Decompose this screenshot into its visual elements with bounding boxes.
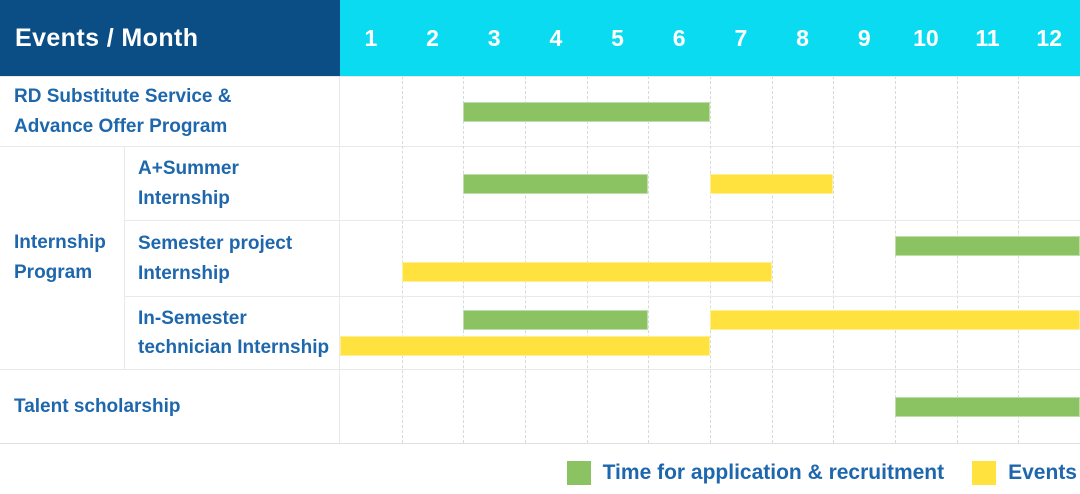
group-label: Internship Program <box>0 147 125 369</box>
row-chart-area <box>340 221 1080 296</box>
row-label: Semester project Internship <box>125 221 340 296</box>
month-label: 12 <box>1036 24 1063 51</box>
yellow-bar <box>710 310 1080 330</box>
header-row: Events / Month 1 2 3 4 5 6 7 8 9 10 11 12 <box>0 0 1080 76</box>
row-chart-area <box>340 370 1080 443</box>
month-label: 1 <box>364 24 378 51</box>
month-label: 5 <box>611 24 624 51</box>
row-label: A+Summer Internship <box>125 147 340 220</box>
green-swatch <box>566 461 591 485</box>
green-bar <box>895 235 1080 256</box>
group-subrows: A+Summer Internship Semester project Inte… <box>125 147 1080 369</box>
gantt-row: In-Semester technician Internship <box>125 296 1080 369</box>
month-label: 6 <box>672 24 686 51</box>
green-bar <box>463 310 649 330</box>
gantt-row: Talent scholarship <box>0 369 1080 443</box>
rows-container: RD Substitute Service & Advance Offer Pr… <box>0 76 1080 443</box>
yellow-bar <box>340 336 710 356</box>
month-label: 4 <box>549 24 563 51</box>
row-chart-area <box>340 297 1080 369</box>
green-bar <box>895 396 1080 417</box>
internship-program-group: Internship Program A+Summer Internship Sem… <box>0 146 1080 369</box>
legend-label: Time for application & recruitment <box>602 461 945 484</box>
legend-item: Time for application & recruitment <box>566 461 945 485</box>
gantt-row: RD Substitute Service & Advance Offer Pr… <box>0 76 1080 146</box>
month-label: 2 <box>426 24 439 51</box>
month-header-row: 1 2 3 4 5 6 7 8 9 10 11 12 <box>340 0 1080 76</box>
month-label: 10 <box>913 24 939 51</box>
row-label: RD Substitute Service & Advance Offer Pr… <box>0 77 340 146</box>
green-bar <box>463 173 649 194</box>
yellow-bar <box>710 173 834 194</box>
yellow-bar <box>401 261 772 282</box>
month-label: 8 <box>796 24 809 51</box>
month-label: 9 <box>857 24 871 51</box>
row-chart-area <box>340 77 1080 146</box>
green-bar <box>463 101 710 122</box>
month-label: 3 <box>487 24 501 51</box>
legend: Time for application & recruitment Events <box>0 461 1080 485</box>
yellow-swatch <box>972 461 997 485</box>
gantt-row: A+Summer Internship <box>125 147 1080 220</box>
month-label: 11 <box>975 24 1000 51</box>
legend-item: Events <box>972 461 1077 485</box>
legend-label: Events <box>1008 461 1077 484</box>
row-label: In-Semester technician Internship <box>125 297 340 369</box>
events-month-header: Events / Month <box>0 0 340 76</box>
row-chart-area <box>340 147 1080 220</box>
gantt-table: Events / Month 1 2 3 4 5 6 7 8 9 10 11 12 RD Substi… <box>0 0 1080 444</box>
gantt-row: Semester project Internship <box>125 220 1080 296</box>
row-label: Talent scholarship <box>0 370 340 443</box>
gantt-body: RD Substitute Service & Advance Offer Pr… <box>0 76 1080 444</box>
month-label: 7 <box>734 24 748 51</box>
